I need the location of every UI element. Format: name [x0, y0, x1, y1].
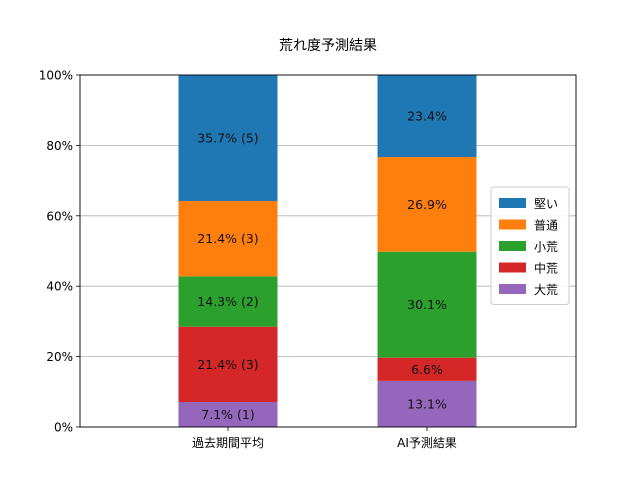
bar-segment [178, 75, 278, 202]
legend-swatch [499, 241, 526, 251]
segment-labels: 7.1% (1) 13.1% 21.4% (3) 6.6% 14.3% (2) 30.1%… [197, 108, 447, 422]
y-tick-label: 80% [46, 139, 73, 153]
bar-segment [178, 276, 278, 327]
data-label: 14.3% (2) [197, 294, 258, 309]
bar-segment [178, 326, 278, 403]
plot-frame [79, 74, 577, 428]
legend-swatch [499, 262, 526, 273]
bar-segment [178, 201, 278, 277]
legend-label: 中荒 [534, 261, 558, 276]
bar-segment [377, 357, 477, 381]
legend-label: 小荒 [534, 240, 558, 254]
x-tick-label: 過去期間平均 [192, 436, 264, 450]
data-label: 21.4% (3) [197, 357, 258, 372]
legend-label: 普通 [534, 219, 558, 233]
data-label: 23.4% [407, 108, 447, 123]
y-tick-label: 60% [46, 209, 73, 223]
y-tick-label: 20% [46, 350, 73, 364]
data-label: 26.9% [407, 197, 447, 212]
data-label: 6.6% [411, 362, 443, 377]
data-label: 21.4% (3) [197, 231, 258, 246]
legend-label: 大荒 [534, 283, 558, 297]
bar-segment [377, 251, 477, 358]
data-label: 30.1% [407, 297, 447, 312]
data-label: 35.7% (5) [197, 131, 258, 146]
axes: 0% 20% 40% 60% 80% 100% 過去期間平均 AI予測結果 [39, 69, 577, 450]
legend-swatch [499, 284, 526, 294]
bar-segment [377, 157, 477, 252]
legend-swatch [499, 219, 526, 230]
x-tick-label: AI予測結果 [397, 436, 457, 450]
legend-label: 堅い [534, 197, 558, 211]
data-label: 13.1% [407, 396, 447, 411]
legend-swatch [499, 198, 526, 208]
y-tick-label: 0% [54, 421, 73, 435]
bars [178, 74, 477, 427]
bar-segment [377, 380, 477, 427]
legend-box [490, 186, 570, 305]
y-tick-label: 40% [46, 280, 73, 294]
bar-segment [377, 74, 477, 158]
bar-segment [178, 402, 278, 427]
data-label: 7.1% (1) [201, 407, 254, 422]
chart-title: 荒れ度予測結果 [279, 38, 377, 54]
y-tick-label: 100% [39, 69, 73, 83]
